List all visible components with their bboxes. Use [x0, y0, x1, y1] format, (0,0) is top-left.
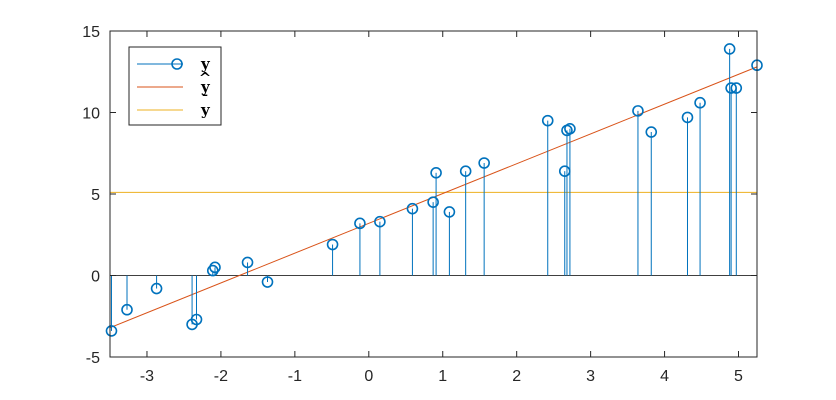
- stem-marker: [443, 206, 456, 218]
- stem-marker: [241, 256, 254, 269]
- x-tick-label: 3: [586, 368, 595, 385]
- stem-marker: [150, 282, 163, 295]
- legend: yy^y¯: [128, 46, 222, 126]
- x-tick-label: -1: [288, 368, 302, 385]
- x-tick-label: 0: [364, 368, 373, 385]
- stem-marker: [459, 165, 472, 177]
- stem-marker: [694, 96, 706, 109]
- axes-layer: -3 -2 -1 0 1 2 3 4 5 -5 0 5 10 15: [82, 24, 758, 385]
- x-tick-label: -3: [140, 368, 154, 385]
- y-tick-label: 5: [91, 187, 100, 204]
- legend-entry: y^: [137, 69, 211, 96]
- legend-entry: y¯: [137, 92, 211, 119]
- stem-marker: [354, 217, 366, 230]
- legend-entry: y: [137, 55, 211, 73]
- stem-marker: [681, 111, 694, 124]
- legend-label: y: [200, 101, 211, 119]
- x-tick-label: 1: [438, 368, 447, 385]
- x-tick-label: 5: [734, 368, 743, 385]
- stem-marker: [261, 276, 274, 288]
- stem-marker: [427, 196, 439, 208]
- stem-marker: [564, 123, 576, 135]
- y-tick-label: 10: [82, 106, 100, 123]
- stem-marker: [430, 167, 442, 179]
- legend-label: y: [200, 78, 211, 96]
- x-tick-label: 2: [512, 368, 521, 385]
- stem-marker: [541, 114, 554, 127]
- stem-marker: [730, 82, 743, 94]
- y-tick-label: -5: [86, 350, 100, 367]
- legend-label-accent: ^: [199, 69, 212, 87]
- stem-marker: [121, 303, 133, 316]
- y-tick-label: 15: [82, 24, 100, 41]
- stem-marker: [374, 215, 386, 228]
- legend-swatch-marker: [171, 58, 183, 70]
- stem-marker: [105, 325, 118, 337]
- stem-marker: [190, 313, 203, 326]
- legend-label-accent: ¯: [201, 92, 209, 110]
- stem-marker: [632, 105, 644, 117]
- stem-marker: [478, 157, 490, 169]
- y-tick-label: 0: [91, 269, 100, 286]
- stem-marker: [209, 261, 221, 274]
- stem-marker: [326, 238, 339, 251]
- stem-marker: [406, 202, 419, 215]
- x-tick-label: 4: [660, 368, 669, 385]
- legend-label: y: [200, 55, 211, 73]
- stem-marker: [723, 43, 736, 55]
- x-tick-label: -2: [214, 368, 228, 385]
- stem-marker: [645, 126, 658, 138]
